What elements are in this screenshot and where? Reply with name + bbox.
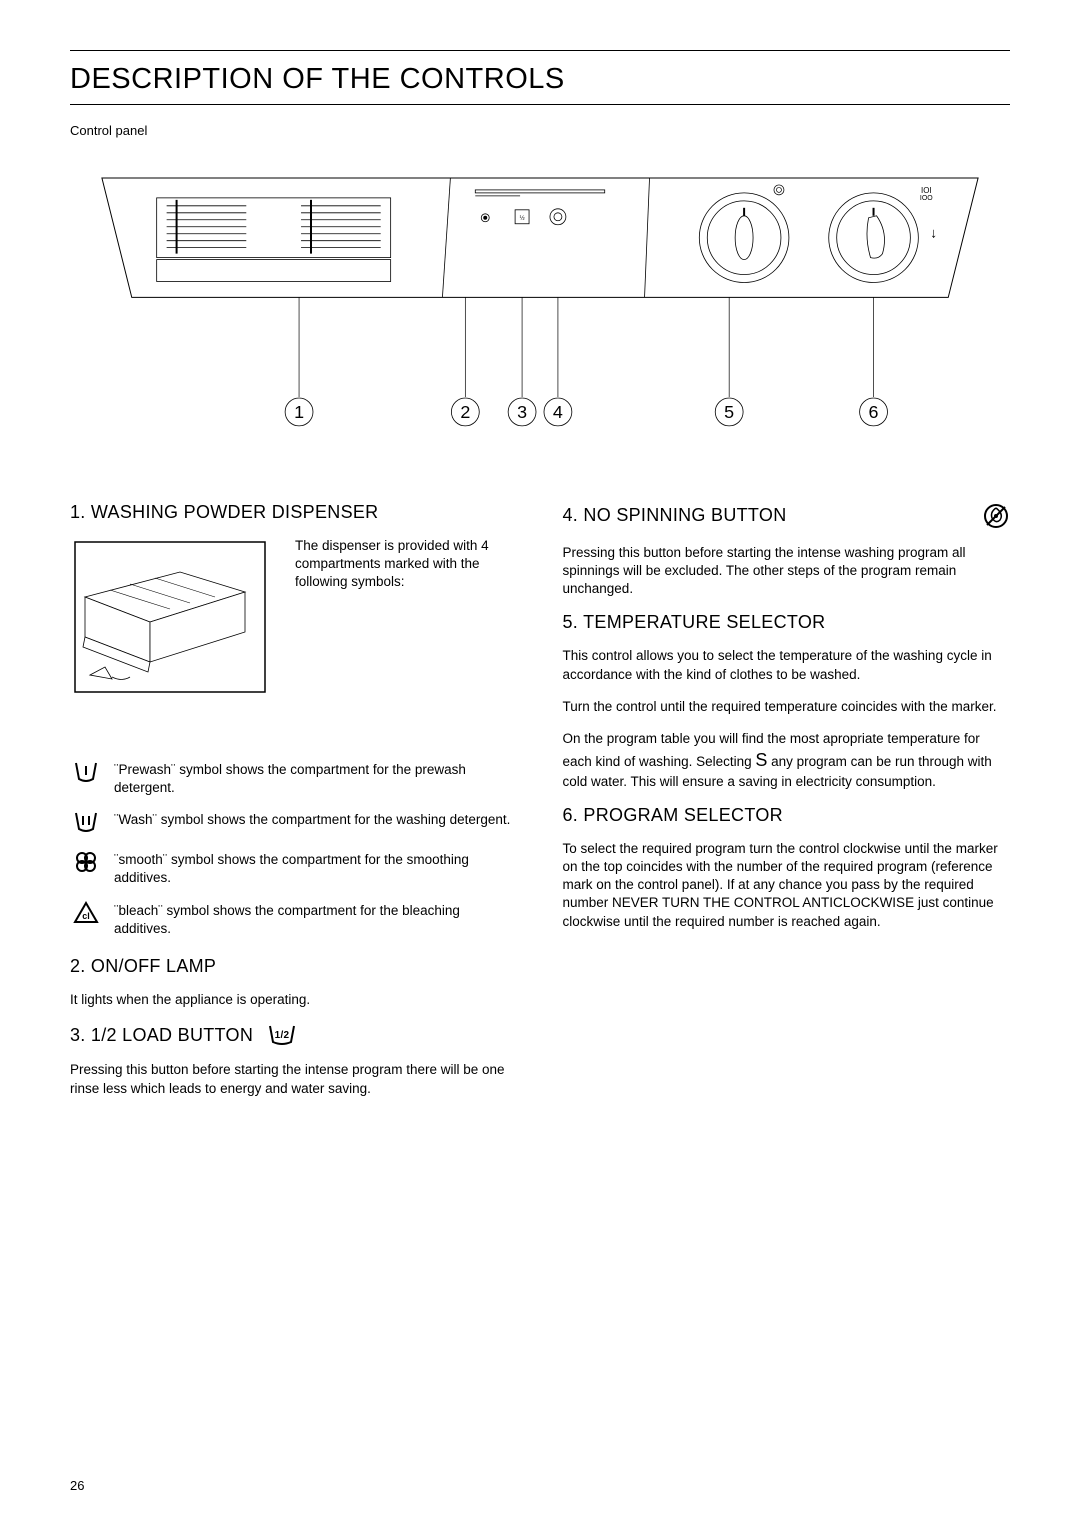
no-spin-icon (982, 502, 1010, 530)
page-title: DESCRIPTION OF THE CONTROLS (70, 63, 1010, 96)
section-5-p3: On the program table you will find the m… (563, 730, 1011, 791)
prewash-icon (70, 757, 102, 787)
section-1-heading: 1. WASHING POWDER DISPENSER (70, 502, 518, 523)
subtitle: Control panel (70, 123, 1010, 138)
smooth-icon (70, 847, 102, 877)
section-2-text: It lights when the appliance is operatin… (70, 991, 518, 1009)
svg-text:1/2: 1/2 (275, 1030, 290, 1041)
section-6-text: To select the required program turn the … (563, 840, 1011, 931)
diagram-label-4: 4 (553, 402, 563, 422)
prewash-text: ¨Prewash¨ symbol shows the compartment f… (114, 757, 518, 797)
diagram-label-3: 3 (517, 402, 527, 422)
symbol-row-smooth: ¨smooth¨ symbol shows the compartment fo… (70, 847, 518, 887)
control-panel-diagram: ½ IOI IOO ↓ 1 2 3 (70, 168, 1010, 447)
smooth-text: ¨smooth¨ symbol shows the compartment fo… (114, 847, 518, 887)
section-2-heading: 2. ON/OFF LAMP (70, 956, 518, 977)
section-4-heading-text: 4. NO SPINNING BUTTON (563, 505, 787, 526)
cold-water-symbol: S (755, 750, 767, 770)
section-5-p2: Turn the control until the required temp… (563, 698, 1011, 716)
wash-icon (70, 807, 102, 837)
dispenser-row: The dispenser is provided with 4 compart… (70, 537, 518, 702)
section-3-heading-text: 3. 1/2 LOAD BUTTON (70, 1025, 253, 1046)
dispenser-drawer-illustration (70, 537, 270, 702)
symbol-row-prewash: ¨Prewash¨ symbol shows the compartment f… (70, 757, 518, 797)
svg-text:cl: cl (82, 911, 90, 921)
wash-text: ¨Wash¨ symbol shows the compartment for … (114, 807, 518, 829)
diagram-label-5: 5 (724, 402, 734, 422)
diagram-label-1: 1 (294, 402, 304, 422)
svg-text:IOO: IOO (920, 195, 933, 202)
top-rule (70, 50, 1010, 51)
bleach-text: ¨bleach¨ symbol shows the compartment fo… (114, 898, 518, 938)
symbol-row-bleach: cl ¨bleach¨ symbol shows the compartment… (70, 898, 518, 938)
section-4-text: Pressing this button before starting the… (563, 544, 1011, 599)
content-columns: 1. WASHING POWDER DISPENSER (70, 502, 1010, 1112)
right-column: 4. NO SPINNING BUTTON Pressing this butt… (563, 502, 1011, 1112)
svg-text:½: ½ (520, 215, 525, 222)
section-6-heading: 6. PROGRAM SELECTOR (563, 805, 1011, 826)
section-4-heading: 4. NO SPINNING BUTTON (563, 502, 1011, 530)
control-panel-svg: ½ IOI IOO ↓ 1 2 3 (82, 168, 998, 447)
svg-text:IOI: IOI (921, 186, 932, 195)
half-load-icon: 1/2 (267, 1023, 297, 1047)
left-column: 1. WASHING POWDER DISPENSER (70, 502, 518, 1112)
section-3-heading: 3. 1/2 LOAD BUTTON 1/2 (70, 1023, 518, 1047)
section-5-heading: 5. TEMPERATURE SELECTOR (563, 612, 1011, 633)
diagram-label-2: 2 (460, 402, 470, 422)
bleach-icon: cl (70, 898, 102, 928)
symbol-row-wash: ¨Wash¨ symbol shows the compartment for … (70, 807, 518, 837)
section-3-text: Pressing this button before starting the… (70, 1061, 518, 1097)
dispenser-intro-text: The dispenser is provided with 4 compart… (295, 537, 518, 702)
diagram-label-6: 6 (869, 402, 879, 422)
section-5-p1: This control allows you to select the te… (563, 647, 1011, 683)
title-rule (70, 104, 1010, 105)
page-number: 26 (70, 1478, 84, 1493)
svg-text:↓: ↓ (930, 225, 937, 241)
